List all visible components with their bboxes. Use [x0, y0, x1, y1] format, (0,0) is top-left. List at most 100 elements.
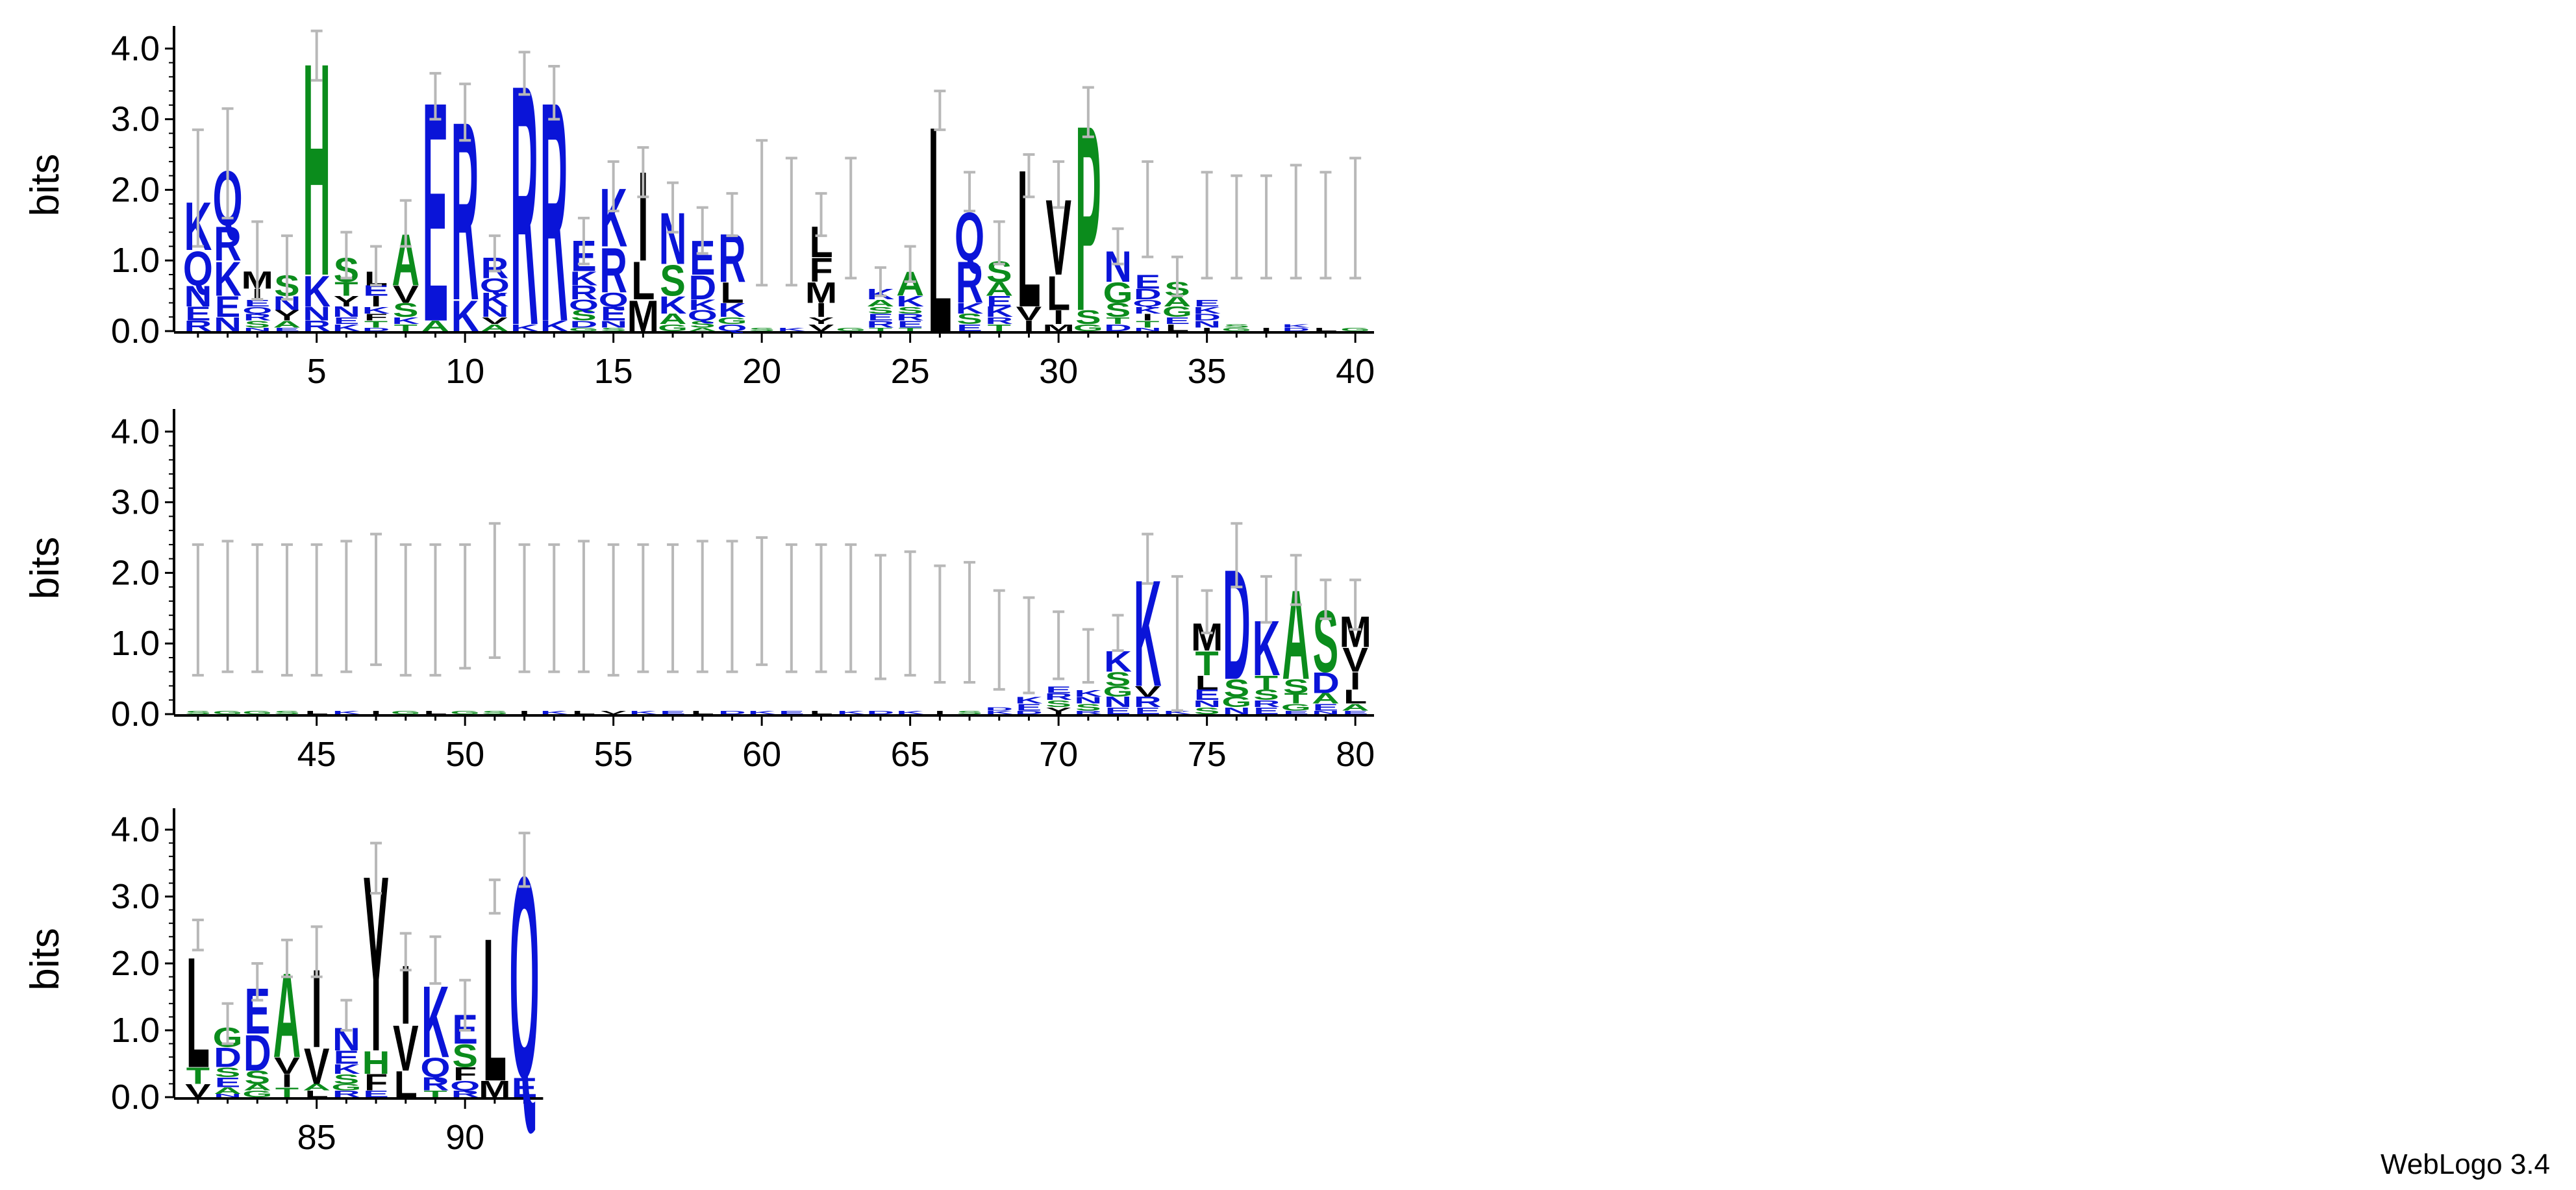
residue-glyph-A: A: [421, 317, 449, 334]
residue-glyph-T: T: [899, 327, 922, 332]
x-tick-label: 70: [1039, 735, 1078, 774]
logo-column-56: K: [629, 543, 657, 715]
logo-column-52: I: [518, 543, 531, 715]
residue-glyph-D: D: [867, 710, 895, 715]
residue-glyph-L: L: [1195, 671, 1219, 693]
residue-glyph-V: V: [1134, 683, 1160, 700]
residue-glyph-T: T: [275, 1085, 299, 1100]
residue-glyph-T: T: [1136, 319, 1159, 330]
residue-glyph-Y: Y: [808, 316, 834, 327]
logo-column-44: S: [274, 543, 300, 715]
residue-glyph-E: E: [185, 303, 211, 325]
x-tick-label: 45: [297, 735, 336, 774]
residue-glyph-T: T: [1195, 644, 1219, 682]
residue-glyph-E: E: [512, 1072, 538, 1103]
residue-glyph-G: G: [212, 710, 242, 715]
residue-glyph-R: R: [570, 281, 598, 303]
residue-glyph-Y: Y: [1045, 706, 1071, 717]
residue-glyph-K: K: [332, 323, 360, 334]
residue-glyph-E: E: [1194, 687, 1220, 704]
residue-glyph-S: S: [482, 710, 508, 715]
residue-glyph-A: A: [1342, 702, 1369, 713]
residue-glyph-G: G: [1073, 323, 1103, 334]
residue-glyph-V: V: [1016, 303, 1042, 325]
residue-glyph-S: S: [334, 1072, 360, 1087]
residue-glyph-L: L: [1047, 267, 1070, 321]
residue-glyph-K: K: [718, 299, 746, 321]
residue-glyph-S: S: [957, 710, 982, 715]
residue-glyph-S: S: [601, 327, 627, 332]
residue-glyph-D: D: [244, 1024, 271, 1082]
logo-column-92: EQ: [509, 818, 539, 1139]
residue-glyph-N: N: [1312, 710, 1340, 715]
residue-glyph-N: N: [244, 327, 271, 332]
residue-glyph-K: K: [1193, 305, 1221, 316]
residue-glyph-S: S: [1105, 668, 1131, 690]
y-tick-label: 3.0: [111, 483, 160, 522]
x-tick-label: 15: [594, 352, 633, 391]
residue-glyph-N: N: [599, 319, 627, 330]
residue-glyph-F: F: [453, 1063, 477, 1084]
x-tick-label: 30: [1039, 352, 1078, 391]
residue-glyph-R: R: [332, 1089, 360, 1099]
residue-glyph-K: K: [985, 304, 1013, 321]
residue-glyph-I: I: [1142, 312, 1153, 323]
residue-glyph-E: E: [1164, 316, 1190, 327]
residue-glyph-S: S: [1075, 306, 1101, 328]
residue-glyph-Q: Q: [480, 275, 510, 297]
residue-glyph-L: L: [305, 1089, 329, 1099]
residue-glyph-E: E: [215, 1075, 241, 1091]
residue-glyph-T: T: [394, 323, 418, 334]
residue-glyph-S: S: [244, 1067, 270, 1088]
logo-column-47: I: [370, 532, 382, 715]
residue-glyph-Q: Q: [688, 307, 718, 324]
residue-glyph-A: A: [214, 1085, 242, 1096]
residue-glyph-L: L: [305, 710, 329, 715]
logo-column-65: K: [896, 550, 925, 715]
residue-glyph-I: I: [934, 710, 945, 715]
residue-glyph-D: D: [688, 268, 716, 306]
footer-credit: WebLogo 3.4: [2381, 1148, 2550, 1180]
x-tick-label: 65: [891, 735, 930, 774]
residue-glyph-L: L: [1314, 327, 1337, 332]
residue-glyph-S: S: [749, 327, 775, 332]
residue-glyph-A: A: [1312, 690, 1340, 707]
logo-column-60: K: [748, 536, 776, 715]
logo-column-88: LVI: [393, 932, 419, 1106]
residue-glyph-R: R: [956, 251, 984, 316]
residue-glyph-K: K: [659, 291, 687, 319]
logo-column-62: L: [809, 543, 833, 715]
residue-glyph-R: R: [184, 317, 212, 334]
residue-glyph-I: I: [1350, 667, 1360, 695]
logo-column-24: TRESAK: [867, 266, 894, 332]
logo-column-91: ML: [479, 878, 511, 1124]
residue-glyph-F: F: [809, 251, 832, 289]
logo-column-64: D: [867, 554, 895, 715]
residue-glyph-S: S: [185, 710, 211, 715]
residue-glyph-I: I: [638, 145, 648, 288]
residue-glyph-E: E: [601, 303, 627, 325]
y-tick-label: 0.0: [111, 1078, 160, 1117]
residue-glyph-I: I: [311, 947, 321, 1071]
residue-glyph-E: E: [868, 312, 894, 323]
residue-glyph-R: R: [1045, 691, 1073, 702]
logo-column-48: G: [391, 543, 421, 715]
